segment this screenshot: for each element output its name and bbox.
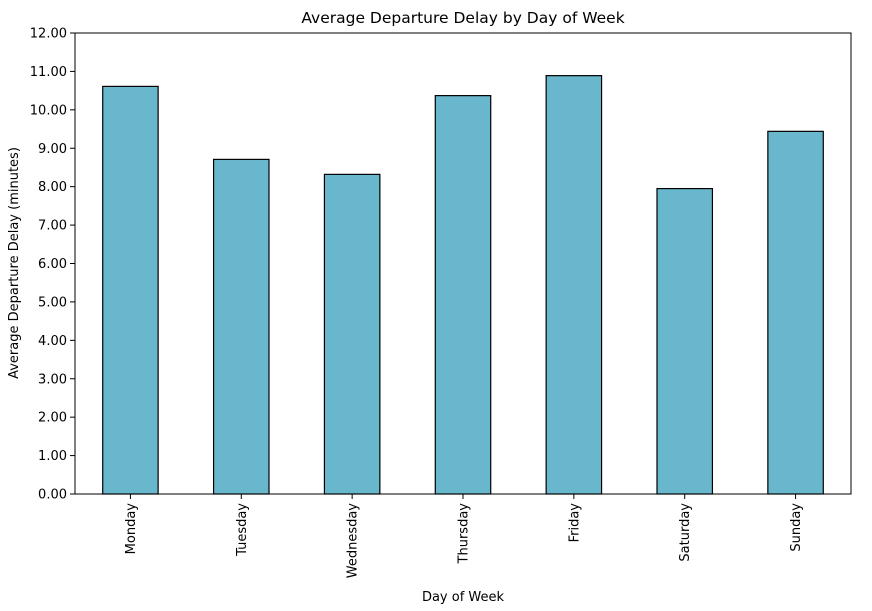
y-tick-label: 2.00 (38, 411, 67, 426)
bar-saturday (656, 187, 714, 495)
y-tick-label: 7.00 (38, 219, 67, 234)
y-tick-label: 11.00 (30, 65, 67, 80)
x-tick-label-saturday: Saturday (678, 503, 693, 562)
y-tick-label: 10.00 (30, 103, 67, 118)
plot-frame (74, 32, 852, 495)
bar-tuesday (212, 158, 270, 495)
y-tick-label: 5.00 (38, 295, 67, 310)
x-axis: Monday Tuesday Wednesday Thursday Friday Satu… (124, 494, 804, 578)
y-tick-label: 1.00 (38, 449, 67, 464)
x-tick-label-friday: Friday (567, 503, 582, 543)
bar-friday (545, 75, 603, 495)
x-tick-label-tuesday: Tuesday (235, 503, 250, 557)
y-tick-label: 0.00 (38, 488, 67, 503)
chart-title: Average Departure Delay by Day of Week (301, 9, 624, 27)
x-tick-label-sunday: Sunday (789, 503, 804, 552)
x-tick-label-thursday: Thursday (457, 503, 472, 565)
y-tick-label: 3.00 (38, 372, 67, 387)
bar-monday (102, 85, 159, 495)
x-tick-label-monday: Monday (124, 503, 139, 555)
y-axis: 0.00 1.00 2.00 3.00 4.00 5.00 6.00 7.00 8.00 9.00… (30, 27, 75, 503)
bar-wednesday (323, 173, 381, 495)
y-axis-label: Average Departure Delay (minutes) (7, 147, 22, 379)
bar-thursday (434, 95, 492, 495)
y-tick-label: 8.00 (38, 180, 67, 195)
y-tick-label: 4.00 (38, 334, 67, 349)
bar-sunday (767, 130, 824, 495)
y-tick-label: 9.00 (38, 142, 67, 157)
y-tick-label: 12.00 (30, 27, 67, 42)
bars-group (102, 75, 824, 495)
x-tick-label-wednesday: Wednesday (346, 503, 361, 579)
x-axis-label: Day of Week (422, 590, 505, 605)
y-tick-label: 6.00 (38, 257, 67, 272)
